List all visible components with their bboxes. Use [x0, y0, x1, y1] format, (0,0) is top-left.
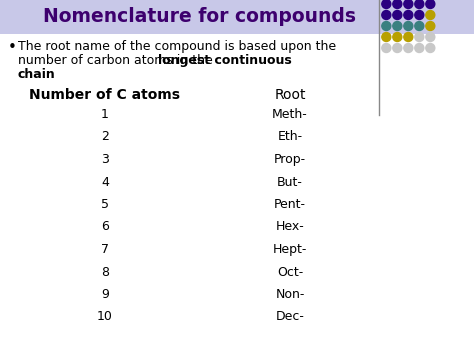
Circle shape — [426, 33, 435, 42]
Circle shape — [404, 11, 413, 20]
Circle shape — [415, 0, 424, 9]
Text: Prop-: Prop- — [274, 153, 306, 166]
Text: But-: But- — [277, 175, 303, 189]
Circle shape — [382, 11, 391, 20]
Text: longest continuous: longest continuous — [158, 54, 292, 67]
Text: 10: 10 — [97, 311, 113, 323]
FancyBboxPatch shape — [0, 0, 474, 34]
Circle shape — [415, 22, 424, 31]
Text: Number of C atoms: Number of C atoms — [29, 88, 181, 102]
Circle shape — [382, 22, 391, 31]
Text: Nomenclature for compounds: Nomenclature for compounds — [43, 7, 356, 27]
Circle shape — [393, 44, 402, 53]
Text: .: . — [41, 68, 46, 81]
Text: chain: chain — [18, 68, 56, 81]
Circle shape — [426, 0, 435, 9]
Text: 3: 3 — [101, 153, 109, 166]
Text: Meth-: Meth- — [272, 108, 308, 121]
Circle shape — [393, 33, 402, 42]
Text: The root name of the compound is based upon the: The root name of the compound is based u… — [18, 40, 336, 53]
Text: number of carbon atoms in the: number of carbon atoms in the — [18, 54, 217, 67]
Circle shape — [382, 44, 391, 53]
Text: •: • — [8, 40, 17, 55]
Text: Root: Root — [274, 88, 306, 102]
Text: Eth-: Eth- — [277, 131, 302, 143]
Circle shape — [404, 33, 413, 42]
Text: Hex-: Hex- — [275, 220, 304, 234]
Text: 9: 9 — [101, 288, 109, 301]
Circle shape — [382, 0, 391, 9]
Circle shape — [393, 22, 402, 31]
Text: Non-: Non- — [275, 288, 305, 301]
Circle shape — [415, 44, 424, 53]
Circle shape — [404, 0, 413, 9]
Circle shape — [404, 22, 413, 31]
Text: Dec-: Dec- — [275, 311, 304, 323]
Circle shape — [382, 33, 391, 42]
Text: 8: 8 — [101, 266, 109, 279]
Text: 2: 2 — [101, 131, 109, 143]
Text: 7: 7 — [101, 243, 109, 256]
Circle shape — [426, 44, 435, 53]
Circle shape — [393, 0, 402, 9]
Circle shape — [393, 11, 402, 20]
Circle shape — [426, 22, 435, 31]
Text: Hept-: Hept- — [273, 243, 307, 256]
Circle shape — [415, 33, 424, 42]
Circle shape — [404, 44, 413, 53]
Text: Oct-: Oct- — [277, 266, 303, 279]
Text: 5: 5 — [101, 198, 109, 211]
Text: Pent-: Pent- — [274, 198, 306, 211]
Text: 4: 4 — [101, 175, 109, 189]
Circle shape — [415, 11, 424, 20]
Circle shape — [426, 11, 435, 20]
Text: 6: 6 — [101, 220, 109, 234]
Text: 1: 1 — [101, 108, 109, 121]
